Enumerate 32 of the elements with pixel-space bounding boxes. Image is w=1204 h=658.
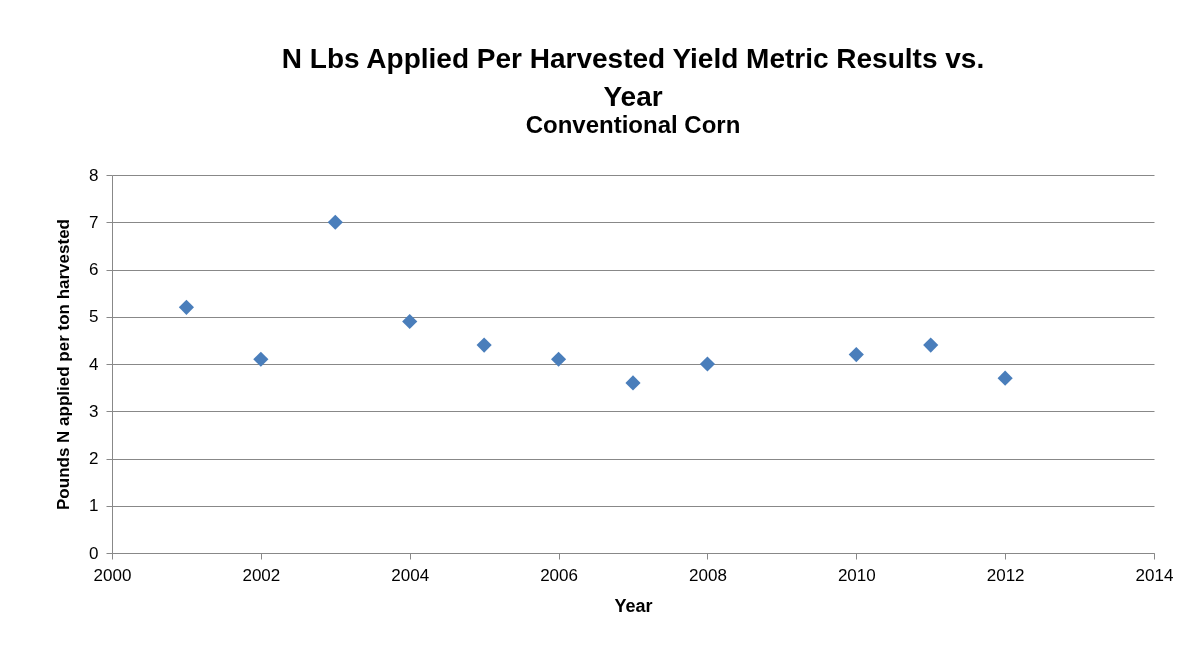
x-tick-label: 2014	[1135, 565, 1174, 585]
chart-title: N Lbs Applied Per Harvested Yield Metric Results vs. Year	[281, 43, 985, 112]
point	[550, 351, 567, 367]
y-tick-label: 8	[89, 165, 99, 185]
point	[625, 375, 641, 391]
y-axis-title: Pounds N applied per ton harvested	[54, 219, 74, 510]
y-tick-label: 6	[89, 260, 99, 279]
x-tick-label: 2002	[242, 565, 281, 585]
x-tick-label: 2010	[837, 565, 876, 585]
x-tick-label: 2004	[391, 565, 430, 585]
x-tick-label: 2008	[689, 565, 727, 585]
chart-subtitle: Conventional Corn	[525, 111, 741, 138]
point	[476, 337, 492, 353]
y-tick-label: 3	[89, 401, 99, 421]
point	[997, 370, 1013, 386]
point	[923, 337, 939, 353]
y-tick-label: 4	[89, 354, 99, 374]
y-tick-label: 5	[89, 307, 99, 327]
point	[848, 346, 864, 363]
point	[253, 351, 269, 367]
y-tick-label: 2	[89, 449, 99, 468]
x-tick-label: 2000	[93, 565, 132, 585]
x-tick-label: 2006	[540, 565, 578, 585]
x-tick-label: 2012	[986, 565, 1025, 585]
y-tick-label: 1	[89, 496, 99, 516]
point	[699, 356, 716, 372]
x-axis-title: Year	[614, 595, 653, 616]
y-tick-label: 7	[89, 212, 99, 232]
point	[327, 214, 343, 230]
point	[402, 313, 418, 330]
y-tick-label: 0	[89, 543, 99, 563]
point	[178, 299, 195, 315]
